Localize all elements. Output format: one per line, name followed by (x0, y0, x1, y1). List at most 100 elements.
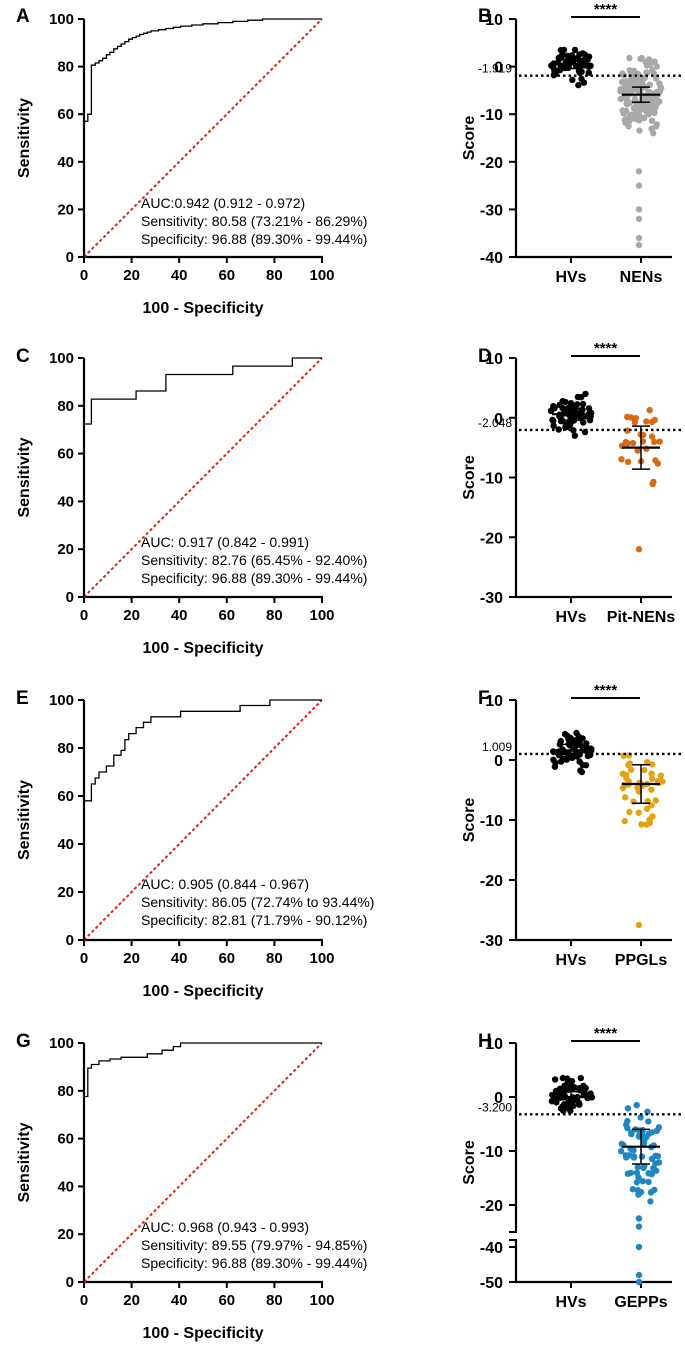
data-point (654, 460, 661, 467)
data-point (643, 805, 651, 812)
data-point (645, 111, 652, 118)
y-tick-label: 80 (57, 1083, 74, 1100)
roc-annotation: Specificity: 96.88 (89.30% - 99.44%) (141, 1255, 367, 1271)
x-tick-label: 100 (309, 267, 334, 284)
x-axis-title: 100 - Specificity (143, 983, 264, 1000)
cutoff-label: -3.200 (478, 1100, 512, 1114)
panel-letter: E (16, 688, 29, 709)
x-tick-label: 0 (80, 607, 88, 624)
data-point (617, 88, 624, 95)
data-point (643, 95, 650, 103)
data-point (635, 1215, 643, 1222)
data-point (571, 46, 579, 54)
y-tick-label: 80 (57, 398, 74, 415)
data-point (649, 761, 656, 768)
x-tick-label: 100 (309, 1292, 334, 1309)
y-tick-label: 0 (494, 1090, 503, 1107)
data-point (653, 1127, 660, 1135)
x-tick-label: HVs (555, 952, 586, 969)
data-point (635, 206, 643, 213)
data-point (633, 1179, 640, 1186)
data-point (651, 1186, 658, 1194)
data-point (575, 81, 582, 89)
data-point (580, 79, 588, 86)
x-axis-title: 100 - Specificity (143, 1325, 264, 1342)
reference-diagonal-line (83, 699, 323, 941)
x-tick-label: 40 (171, 950, 188, 967)
data-point (624, 440, 631, 447)
x-axis-title: 100 - Specificity (143, 640, 264, 657)
data-point (550, 403, 557, 410)
data-point (643, 69, 650, 76)
data-point (626, 54, 633, 62)
y-tick-label: 10 (485, 12, 503, 29)
data-point (644, 759, 651, 766)
x-tick-label: 40 (171, 607, 188, 624)
data-point (619, 784, 627, 792)
x-tick-label: 80 (266, 607, 283, 624)
x-tick-label: HVs (555, 1294, 586, 1311)
x-tick-label: 100 (309, 607, 334, 624)
data-point (634, 1187, 641, 1194)
data-point (628, 1130, 635, 1138)
data-point (560, 1107, 567, 1114)
x-tick-label: 0 (80, 1292, 88, 1309)
panel-letter: H (478, 1031, 492, 1052)
data-point (559, 51, 566, 58)
data-point (574, 393, 582, 401)
y-tick-label: 40 (57, 493, 74, 510)
data-point (622, 1154, 630, 1161)
data-point (640, 114, 648, 122)
data-point (571, 432, 578, 439)
data-point (648, 117, 656, 124)
roc-annotation: Sensitivity: 80.58 (73.21% - 86.29%) (141, 213, 367, 229)
y-tick-label: 0 (66, 249, 74, 266)
y-tick-label: 100 (49, 350, 74, 367)
x-tick-label: 40 (171, 267, 188, 284)
y-tick-label: 10 (485, 351, 503, 368)
y-axis-title: Sensitivity (16, 780, 33, 860)
y-tick-label: 0 (494, 753, 503, 770)
data-point (550, 756, 557, 763)
panel-letter: F (478, 688, 490, 709)
data-point (585, 69, 592, 76)
roc-annotation: Specificity: 96.88 (89.30% - 99.44%) (141, 570, 367, 586)
data-point (628, 766, 635, 773)
data-point (648, 433, 656, 440)
data-point (635, 1223, 643, 1230)
y-tick-label: 80 (57, 59, 74, 76)
data-point (634, 784, 641, 791)
data-point (652, 1152, 659, 1160)
x-tick-label: 60 (218, 950, 235, 967)
data-point (551, 67, 558, 75)
data-point (648, 786, 655, 793)
data-point (550, 417, 557, 425)
y-tick-label: -30 (480, 590, 503, 607)
data-point (643, 821, 650, 828)
x-tick-label: 80 (266, 950, 283, 967)
roc-curve-line (83, 18, 322, 257)
data-point (559, 1074, 567, 1082)
roc-annotation: AUC: 0.905 (0.844 - 0.967) (141, 876, 309, 892)
data-point (633, 1101, 640, 1109)
data-point (623, 774, 630, 782)
cutoff-label: -1.919 (478, 62, 512, 76)
y-tick-label: 0 (66, 1274, 74, 1291)
y-tick-label: -10 (480, 471, 503, 488)
roc-annotation: AUC:0.942 (0.912 - 0.972) (141, 195, 305, 211)
y-tick-label: 0 (66, 932, 74, 949)
scatter-panel: H10 0 -10 -20 -40 -50 Score HVs GEPPs -3.200 **** (461, 1025, 683, 1311)
data-point (629, 79, 636, 86)
y-tick-label: -20 (480, 1198, 503, 1215)
data-point (623, 83, 630, 90)
data-point (638, 77, 645, 85)
y-tick-label: 80 (57, 740, 74, 757)
data-point (626, 67, 633, 74)
data-point (580, 1082, 587, 1090)
data-point (653, 63, 660, 70)
x-tick-label: 0 (80, 267, 88, 284)
x-tick-label: 0 (80, 950, 88, 967)
data-point (656, 80, 663, 87)
data-point (629, 439, 637, 447)
